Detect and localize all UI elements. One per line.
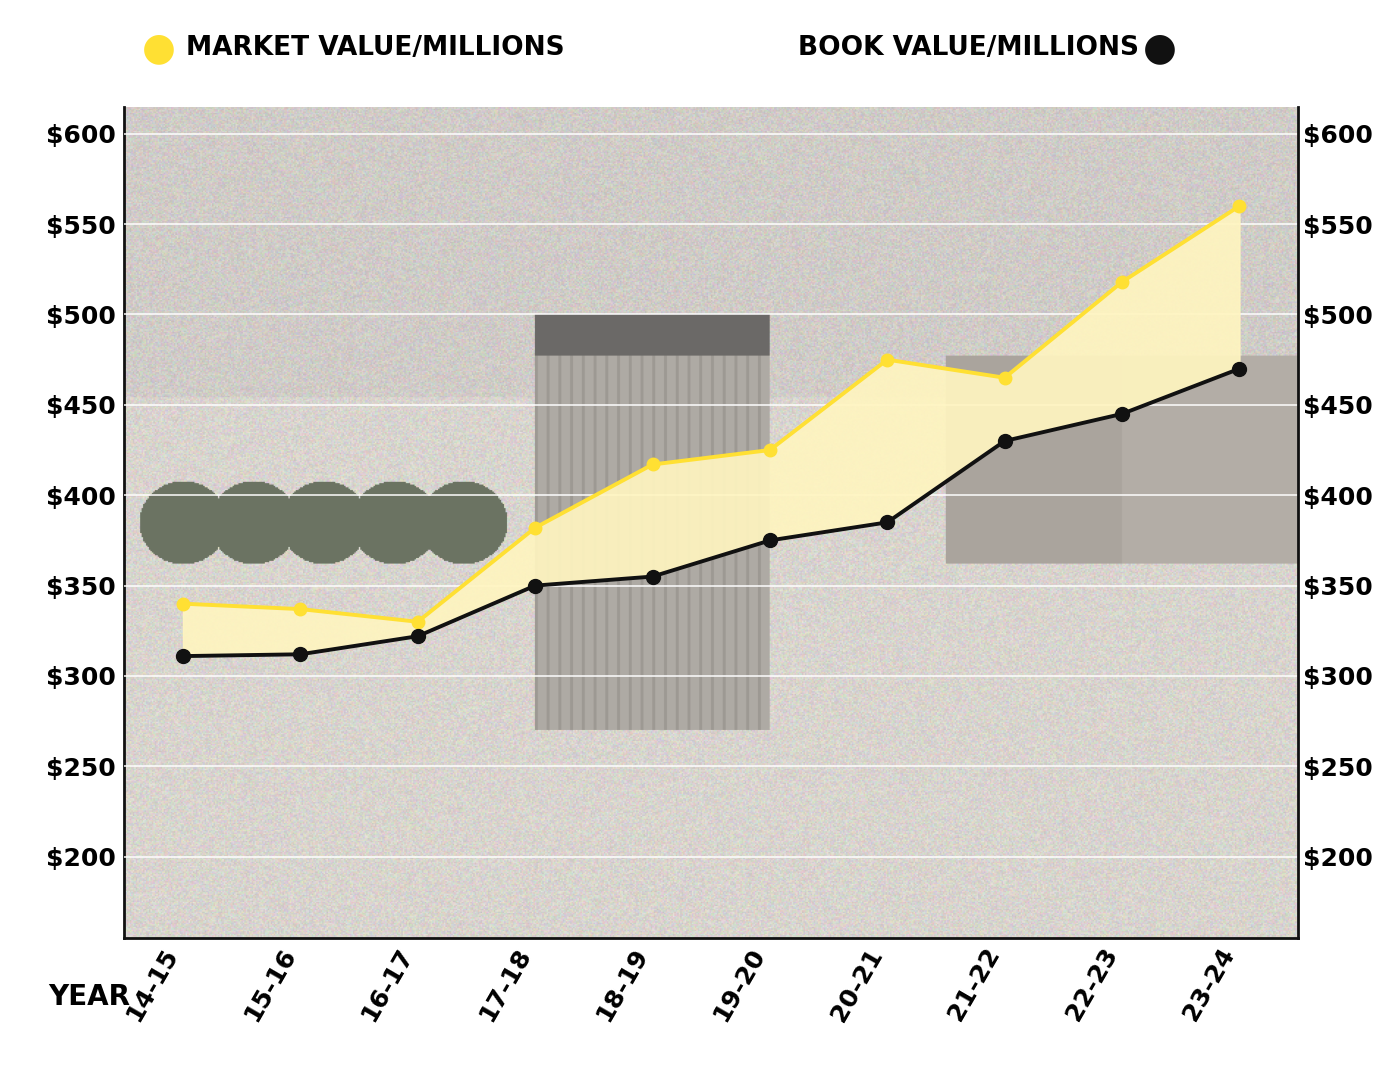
Text: ●: ● [1143,29,1177,67]
Text: YEAR: YEAR [48,983,130,1011]
Text: ●: ● [142,29,175,67]
Text: MARKET VALUE/MILLIONS: MARKET VALUE/MILLIONS [186,35,565,61]
Text: BOOK VALUE/MILLIONS: BOOK VALUE/MILLIONS [798,35,1139,61]
